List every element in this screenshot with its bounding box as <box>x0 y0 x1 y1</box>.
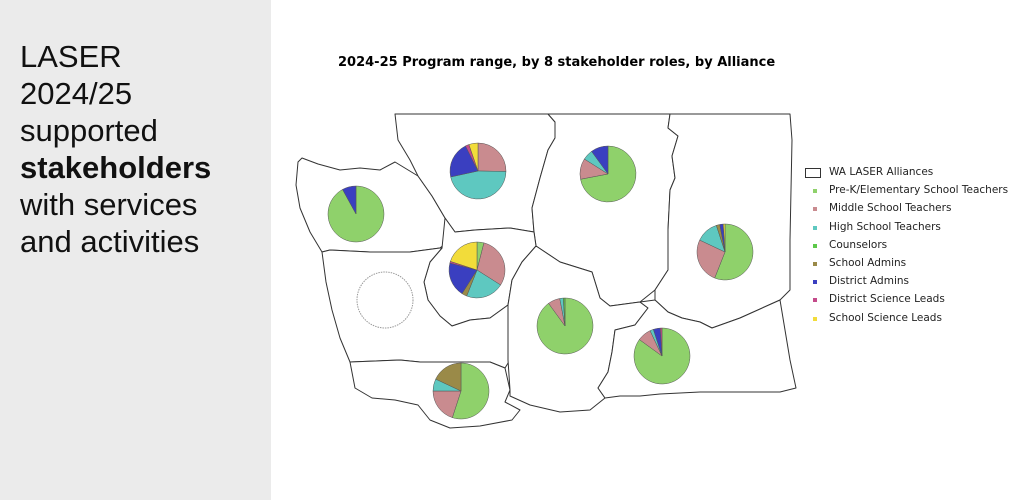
pie-south-central <box>536 297 594 355</box>
pie-slice-8 <box>450 241 478 271</box>
legend-swatch <box>813 243 817 248</box>
pie-slice-1 <box>452 362 490 420</box>
empty-pie-outline <box>356 271 414 329</box>
pie-slice-5 <box>435 362 462 392</box>
legend-swatch <box>813 207 817 212</box>
headline-emphasis: stakeholders <box>20 150 212 185</box>
pie-slice-2 <box>476 242 506 286</box>
headline-line: and activities <box>20 224 200 259</box>
headline-line: with services <box>20 187 198 222</box>
legend-swatch <box>813 261 817 266</box>
pie-northwest <box>327 185 385 243</box>
legend-swatch <box>813 298 817 303</box>
legend-label: Pre-K/Elementary School Teachers <box>829 184 1009 197</box>
legend-label: District Admins <box>829 275 909 288</box>
headline: LASER 2024/25 supported stakeholders wit… <box>20 38 211 260</box>
sidebar-panel: LASER 2024/25 supported stakeholders wit… <box>0 0 271 500</box>
alliance-region-west <box>321 247 511 369</box>
alliance-region-northeast <box>654 113 793 329</box>
pie-central <box>448 241 506 299</box>
pie-slice-7 <box>659 327 663 357</box>
pie-chart-layer <box>327 142 754 420</box>
legend-label: District Science Leads <box>829 293 945 306</box>
pie-slice-6 <box>342 185 357 215</box>
pie-northeast <box>696 223 754 281</box>
pie-southwest <box>432 362 490 420</box>
headline-line: supported <box>20 113 158 148</box>
alliance-boundary-swatch <box>805 168 821 178</box>
pie-slice-1 <box>714 223 754 281</box>
pie-slice-2 <box>696 239 726 279</box>
pie-southeast <box>633 327 691 385</box>
pie-slice-6 <box>591 145 609 175</box>
legend-label: School Admins <box>829 256 907 269</box>
headline-line: LASER <box>20 39 122 74</box>
pie-slice-3 <box>466 269 501 299</box>
legend-swatch <box>813 280 817 285</box>
legend-label: Middle School Teachers <box>829 202 952 215</box>
legend-swatch <box>813 316 817 321</box>
pie-slice-4 <box>562 297 566 327</box>
pie-slice-2 <box>477 142 507 172</box>
map-title: 2024-25 Program range, by 8 stakeholder … <box>338 55 776 70</box>
legend-swatch <box>813 189 817 194</box>
pie-slice-8 <box>468 142 479 172</box>
pie-slice-3 <box>450 170 507 200</box>
legend-label: High School Teachers <box>829 220 941 233</box>
pie-northeast-north <box>579 145 637 203</box>
legend-header-label: WA LASER Alliances <box>829 166 934 178</box>
pie-slice-6 <box>449 145 479 178</box>
pie-north-central <box>449 142 507 200</box>
legend-swatch <box>813 225 817 230</box>
legend-label: Counselors <box>829 238 888 251</box>
headline-line: 2024/25 <box>20 76 133 111</box>
legend-label: School Science Leads <box>829 311 942 324</box>
pie-slice-8 <box>722 223 726 253</box>
